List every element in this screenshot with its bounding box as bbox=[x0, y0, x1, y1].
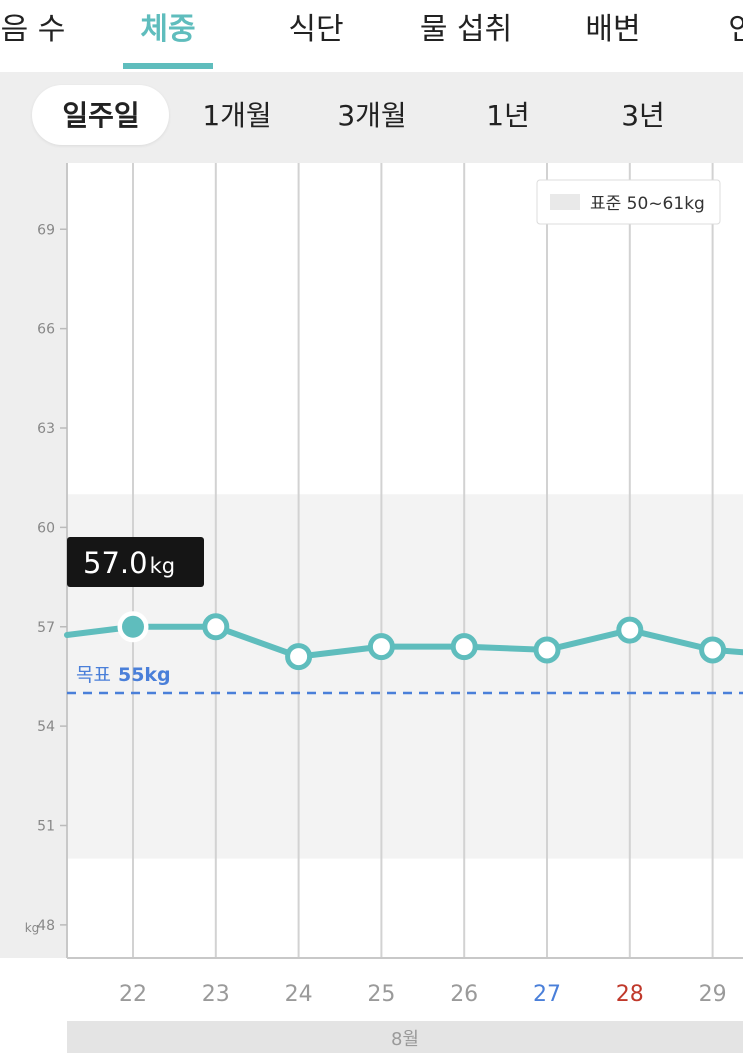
legend-label: 표준 50~61kg bbox=[590, 194, 705, 214]
data-point bbox=[202, 613, 230, 641]
active-tab-indicator bbox=[123, 63, 213, 69]
legend: 표준 50~61kg bbox=[536, 179, 721, 225]
tooltip-unit: kg bbox=[150, 554, 176, 578]
data-point bbox=[367, 633, 395, 661]
goal-prefix: 목표 bbox=[76, 664, 111, 686]
data-point-selected bbox=[122, 615, 144, 638]
period-1-year[interactable]: 1년 bbox=[486, 99, 530, 132]
tab-next[interactable]: 인 bbox=[728, 12, 743, 47]
tab-drink[interactable]: 음 수 bbox=[0, 12, 66, 47]
x-tick-label: 28 bbox=[616, 982, 644, 1007]
y-axis-ticks: 48 51 54 57 60 63 66 69 bbox=[37, 222, 67, 934]
y-tick-label: 48 bbox=[37, 918, 55, 934]
y-tick-label: 69 bbox=[37, 222, 55, 238]
data-point bbox=[616, 616, 644, 644]
data-point bbox=[450, 633, 478, 661]
period-3-months[interactable]: 3개월 bbox=[337, 99, 407, 132]
y-tick-label: 54 bbox=[37, 719, 55, 735]
y-tick-label: 51 bbox=[37, 819, 55, 835]
data-point bbox=[533, 636, 561, 664]
x-tick-label: 25 bbox=[367, 982, 395, 1007]
tooltip-box bbox=[67, 537, 204, 587]
tab-bowel[interactable]: 배변 bbox=[585, 12, 641, 47]
goal-value: 55kg bbox=[118, 664, 171, 686]
period-3-years[interactable]: 3년 bbox=[621, 99, 665, 132]
month-label: 8월 bbox=[390, 1029, 419, 1050]
tooltip-text: 57.0kg bbox=[83, 546, 175, 580]
tooltip-value: 57.0 bbox=[83, 546, 148, 580]
period-selector: 일주일 1개월 3개월 1년 3년 bbox=[0, 72, 743, 163]
period-active-pill bbox=[32, 85, 169, 145]
x-axis-ticks: 22 23 24 25 26 27 28 29 bbox=[119, 982, 727, 1007]
y-unit-label: kg bbox=[25, 921, 40, 935]
vertical-gridlines bbox=[132, 163, 714, 958]
tab-meal[interactable]: 식단 bbox=[288, 12, 344, 47]
legend-swatch bbox=[550, 194, 580, 210]
weight-points bbox=[117, 611, 727, 671]
month-strip: 8월 bbox=[67, 1021, 743, 1053]
x-tick-label: 22 bbox=[119, 982, 147, 1007]
x-tick-label: 29 bbox=[699, 982, 727, 1007]
x-tick-label: 23 bbox=[202, 982, 230, 1007]
period-1-month[interactable]: 1개월 bbox=[202, 99, 272, 132]
x-tick-label: 24 bbox=[285, 982, 313, 1007]
legend-box bbox=[536, 179, 721, 225]
top-tab-bar: 음 수 체중 식단 물 섭취 배변 인 bbox=[0, 0, 743, 72]
y-tick-label: 66 bbox=[37, 322, 55, 338]
weight-chart: 48 51 54 57 60 63 66 69 kg 22 23 24 25 26 27 28 29 목표 5… bbox=[0, 163, 743, 1007]
tab-water[interactable]: 물 섭취 bbox=[419, 12, 513, 47]
data-point bbox=[285, 643, 313, 671]
y-tick-label: 60 bbox=[37, 520, 55, 536]
x-tick-label: 26 bbox=[450, 982, 478, 1007]
value-tooltip: 57.0kg bbox=[67, 537, 204, 587]
period-week[interactable]: 일주일 bbox=[62, 99, 140, 132]
y-tick-label: 57 bbox=[37, 620, 55, 636]
y-tick-label: 63 bbox=[37, 421, 55, 437]
y-axis-panel bbox=[0, 163, 67, 958]
weight-series-line bbox=[64, 623, 743, 660]
tab-weight[interactable]: 체중 bbox=[140, 12, 196, 47]
data-point bbox=[699, 636, 727, 664]
x-tick-label: 27 bbox=[533, 982, 561, 1007]
goal-label: 목표 55kg bbox=[76, 664, 171, 686]
